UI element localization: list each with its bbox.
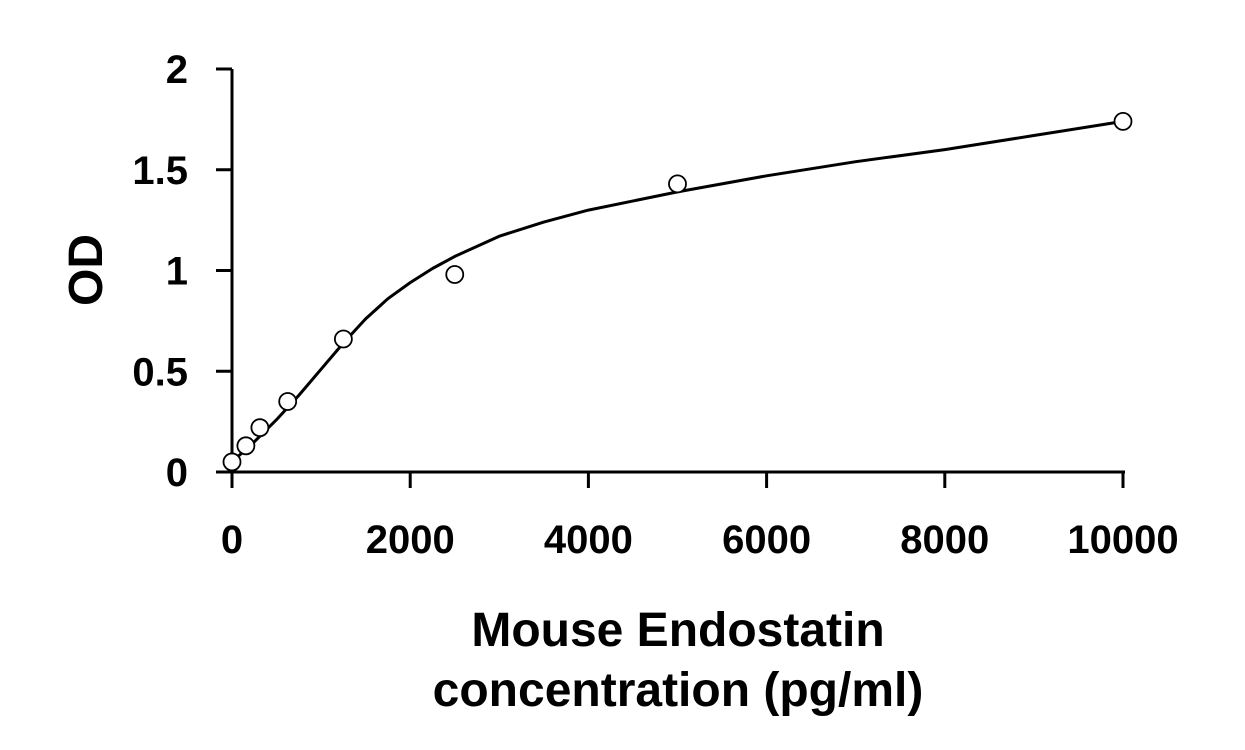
y-axis-title: OD — [60, 234, 113, 306]
x-axis-title-line-1: Mouse Endostatin — [471, 604, 884, 657]
data-point — [668, 174, 687, 194]
data-point — [250, 418, 270, 438]
data-point — [236, 436, 256, 456]
data-point — [222, 452, 242, 472]
y-tick-label: 1 — [166, 250, 188, 294]
y-tick-label: 2 — [166, 48, 188, 92]
x-tick-label: 8000 — [900, 518, 989, 562]
y-tick-label: 0.5 — [132, 350, 188, 394]
x-tick-label: 4000 — [544, 518, 633, 562]
data-point — [333, 329, 353, 349]
data-points — [222, 111, 1133, 472]
data-point — [445, 265, 465, 284]
data-point — [278, 392, 298, 411]
x-tick-label: 6000 — [722, 518, 811, 562]
axes — [217, 69, 1125, 474]
fit-curve-group — [230, 119, 1124, 464]
axis-ticks: 0 0.5 1 1.5 2 0 2000 4000 6000 8000 10000 — [132, 48, 1178, 562]
y-tick-label: 1.5 — [132, 149, 188, 193]
data-point — [1113, 111, 1133, 131]
y-tick-label: 0 — [166, 451, 188, 495]
x-tick-label: 0 — [221, 518, 243, 562]
fit-curve-line — [230, 119, 1124, 464]
x-tick-label: 2000 — [366, 518, 455, 562]
x-axis-title-line-2: concentration (pg/ml) — [433, 664, 924, 717]
x-tick-label: 10000 — [1067, 518, 1178, 562]
